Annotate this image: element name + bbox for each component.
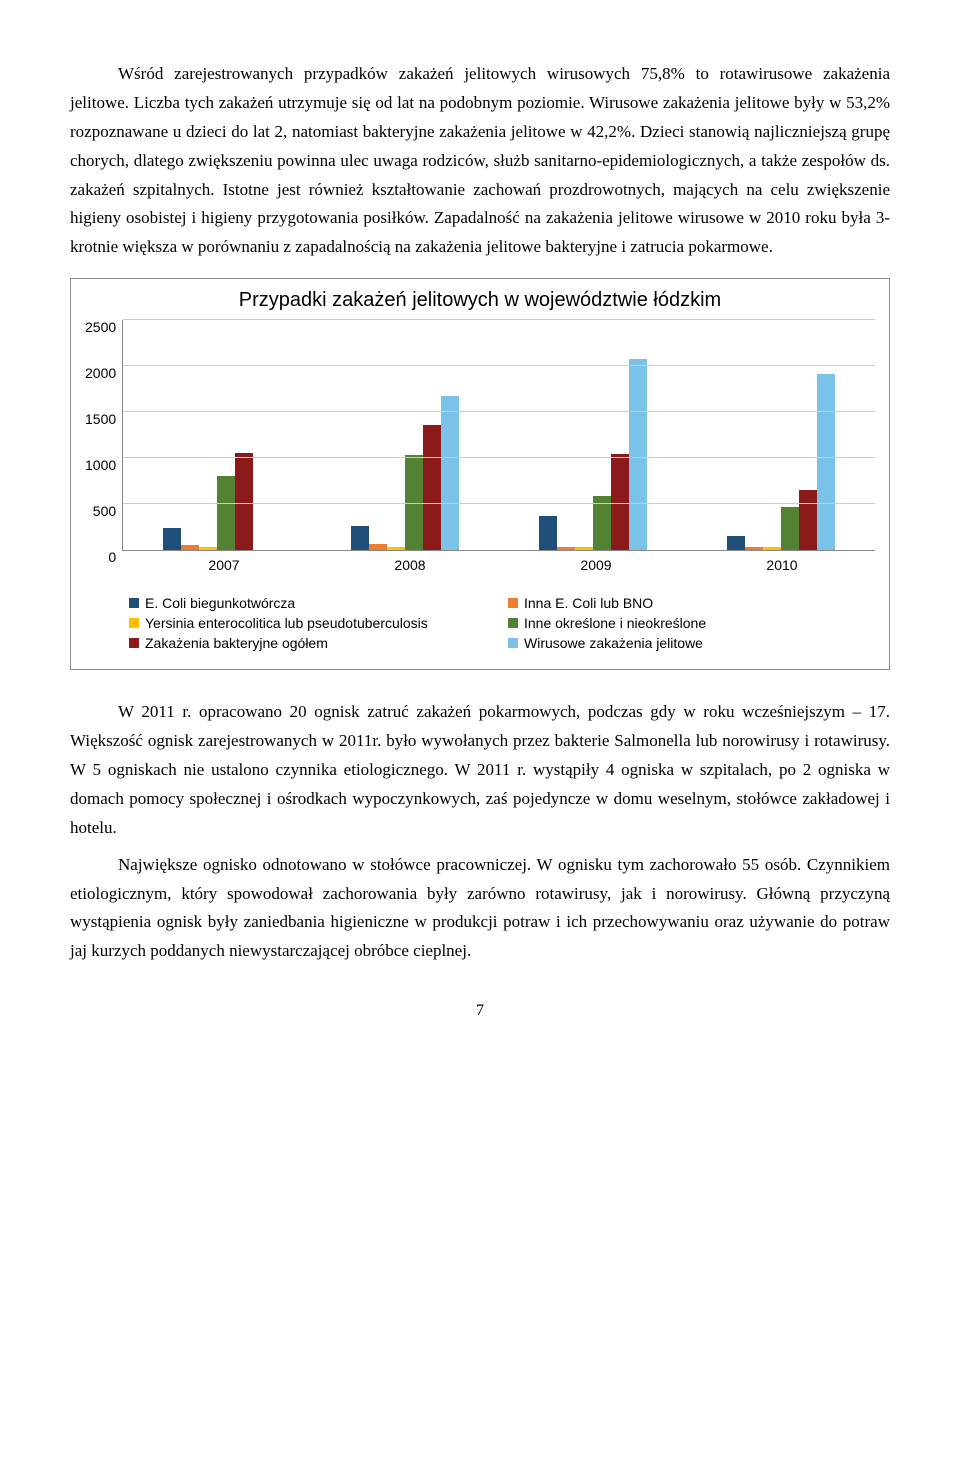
legend-label: Yersinia enterocolitica lub pseudotuberc…	[145, 615, 428, 631]
chart-bar-groups	[123, 320, 875, 550]
bar-group	[311, 320, 499, 550]
x-tick-label: 2010	[689, 557, 875, 573]
y-tick-label: 500	[93, 504, 116, 550]
bar	[369, 544, 387, 550]
bar	[441, 396, 459, 551]
paragraph-2: W 2011 r. opracowano 20 ognisk zatruć za…	[70, 698, 890, 842]
bar	[217, 476, 235, 551]
legend-item: Inne określone i nieokreślone	[508, 615, 875, 631]
chart-legend: E. Coli biegunkotwórcza Inna E. Coli lub …	[129, 595, 875, 651]
bar	[423, 425, 441, 550]
x-tick-label: 2008	[317, 557, 503, 573]
bar	[387, 547, 405, 551]
legend-swatch	[129, 598, 139, 608]
y-tick-label: 1500	[85, 412, 116, 458]
y-tick-label: 1000	[85, 458, 116, 504]
chart-container: Przypadki zakażeń jelitowych w województ…	[70, 278, 890, 670]
legend-label: E. Coli biegunkotwórcza	[145, 595, 295, 611]
legend-item: Zakażenia bakteryjne ogółem	[129, 635, 496, 651]
chart-plot-wrap: 25002000150010005000	[85, 320, 875, 551]
bar	[181, 545, 199, 551]
gridline	[123, 319, 875, 320]
bar	[575, 547, 593, 550]
legend-label: Inne określone i nieokreślone	[524, 615, 706, 631]
gridline	[123, 457, 875, 458]
legend-item: E. Coli biegunkotwórcza	[129, 595, 496, 611]
chart-y-axis: 25002000150010005000	[85, 320, 122, 551]
bar	[727, 536, 745, 550]
legend-item: Wirusowe zakażenia jelitowe	[508, 635, 875, 651]
gridline	[123, 411, 875, 412]
legend-swatch	[508, 638, 518, 648]
bar	[817, 374, 835, 551]
bar	[781, 507, 799, 550]
paragraph-3: Największe ognisko odnotowano w stołówce…	[70, 851, 890, 967]
bar	[763, 547, 781, 550]
bar	[629, 359, 647, 550]
bar	[351, 526, 369, 550]
legend-item: Inna E. Coli lub BNO	[508, 595, 875, 611]
paragraph-1: Wśród zarejestrowanych przypadków zakaże…	[70, 60, 890, 262]
bar	[163, 528, 181, 550]
bar-group	[123, 320, 311, 550]
bar	[557, 547, 575, 551]
bar	[539, 516, 557, 550]
gridline	[123, 503, 875, 504]
legend-swatch	[129, 638, 139, 648]
y-tick-label: 2000	[85, 366, 116, 412]
legend-swatch	[508, 618, 518, 628]
bar	[799, 490, 817, 550]
x-tick-label: 2007	[131, 557, 317, 573]
bar-group	[499, 320, 687, 550]
bar	[235, 453, 253, 551]
legend-label: Zakażenia bakteryjne ogółem	[145, 635, 328, 651]
bar	[745, 547, 763, 551]
chart-title: Przypadki zakażeń jelitowych w województ…	[85, 289, 875, 312]
legend-item: Yersinia enterocolitica lub pseudotuberc…	[129, 615, 496, 631]
chart-plot-area	[122, 320, 875, 551]
legend-label: Inna E. Coli lub BNO	[524, 595, 653, 611]
bar	[199, 547, 217, 550]
bar	[611, 454, 629, 551]
x-tick-label: 2009	[503, 557, 689, 573]
bar-group	[687, 320, 875, 550]
gridline	[123, 365, 875, 366]
y-tick-label: 2500	[85, 320, 116, 366]
legend-swatch	[508, 598, 518, 608]
legend-swatch	[129, 618, 139, 628]
legend-label: Wirusowe zakażenia jelitowe	[524, 635, 703, 651]
page-number: 7	[70, 1002, 890, 1020]
chart-x-axis: 2007200820092010	[131, 557, 875, 573]
